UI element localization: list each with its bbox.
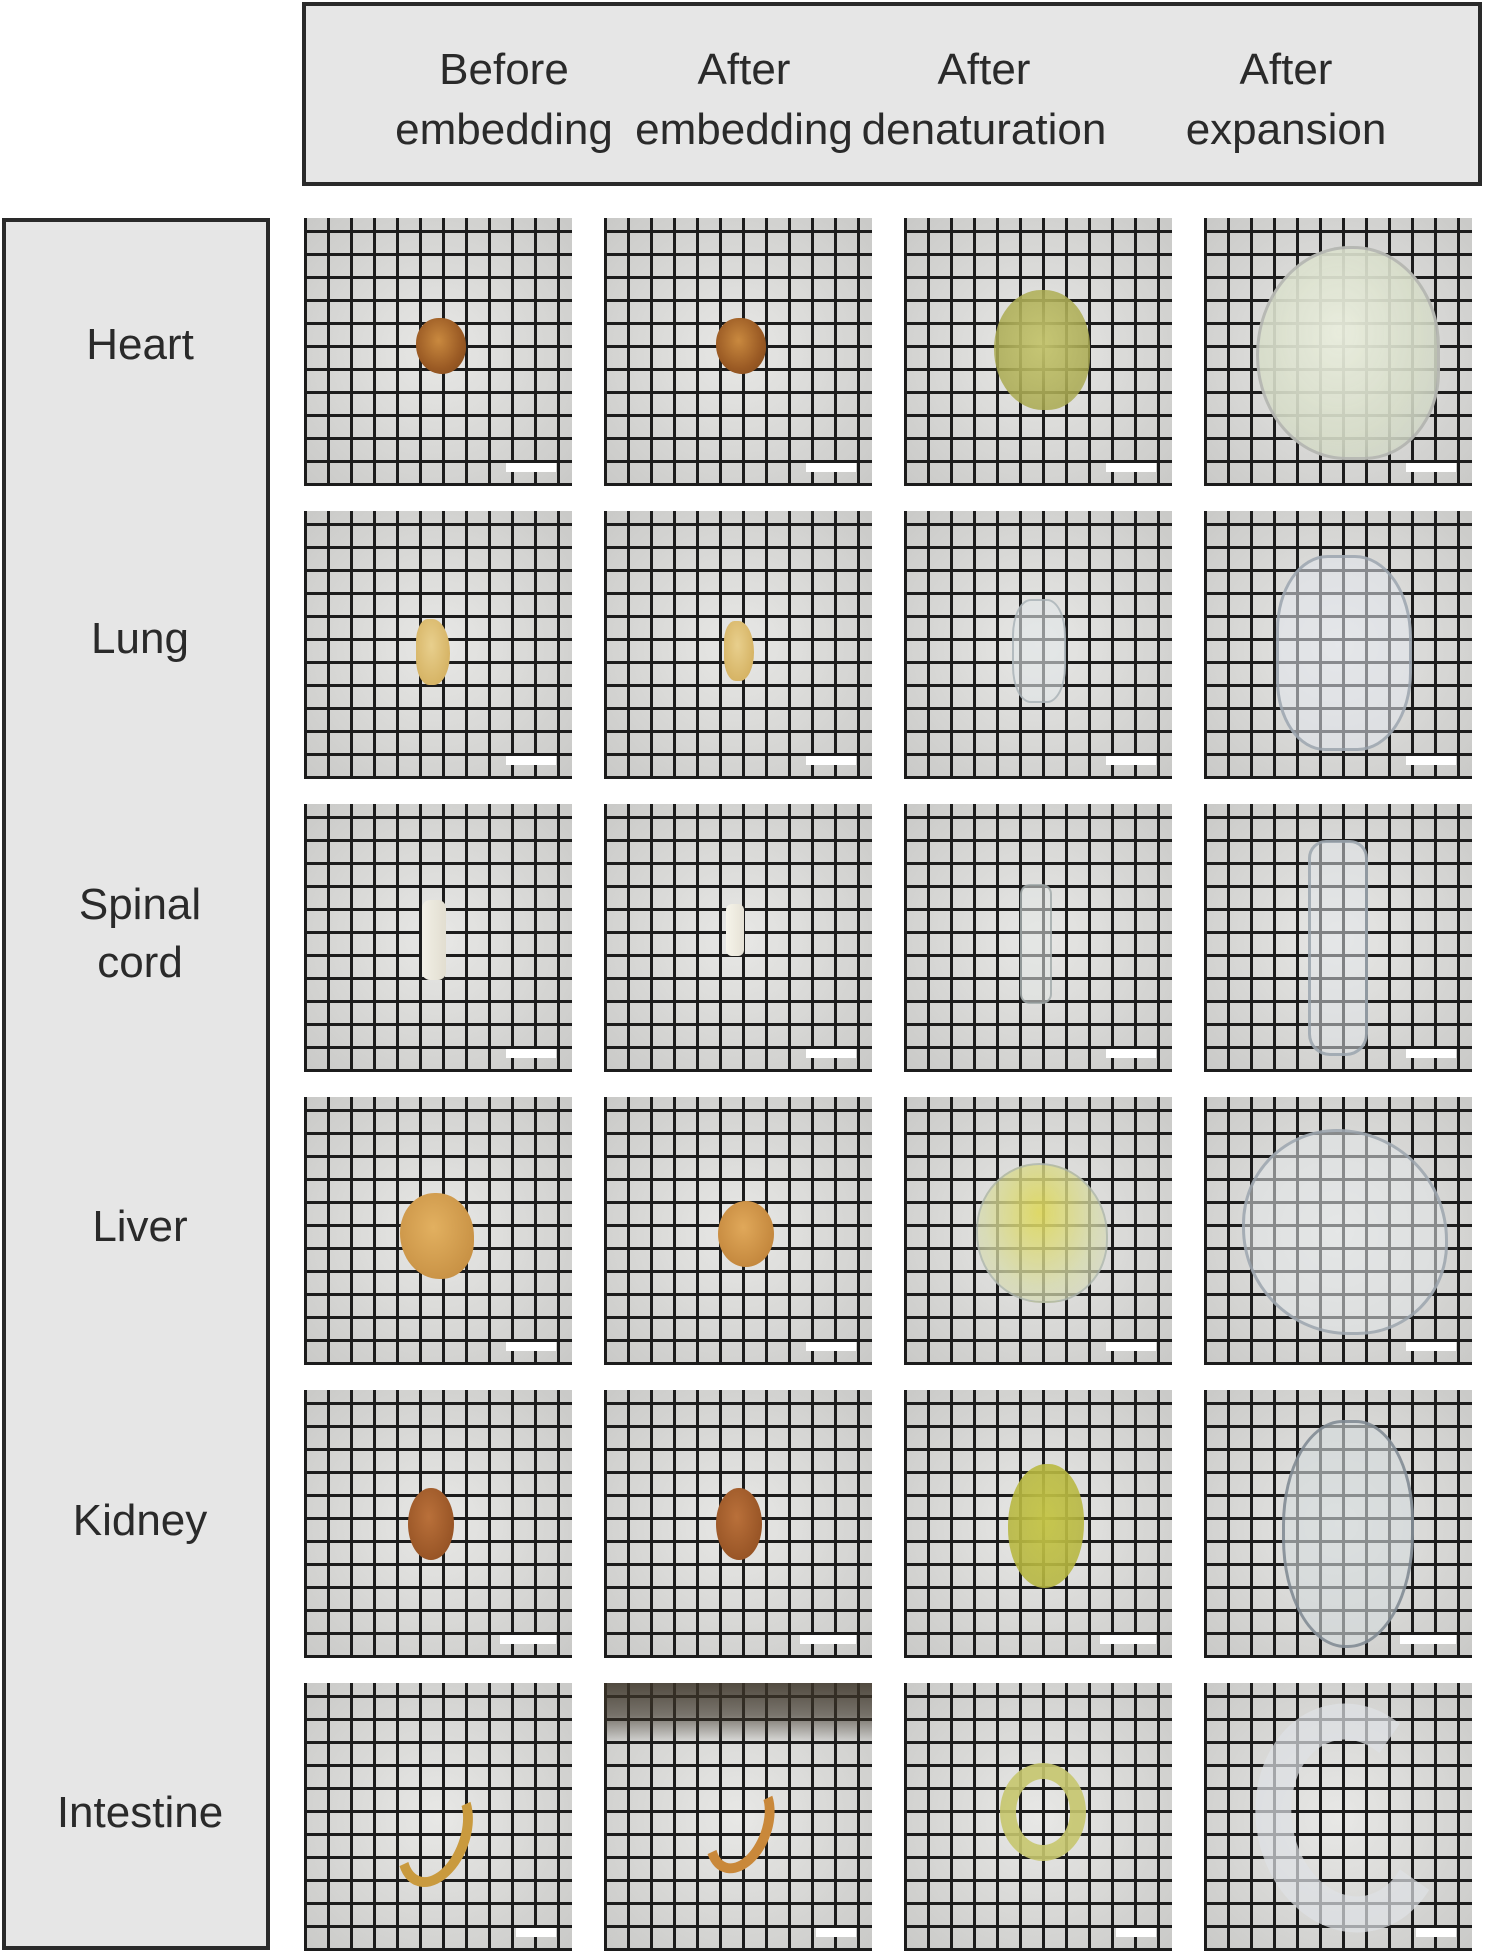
tissue-sample [726,904,744,956]
row-title-line: Intestine [56,1788,224,1837]
photo-intestine-before-embedding [304,1683,572,1951]
photo-spinal-cord-before-embedding [304,804,572,1072]
scale-bar [516,1928,556,1937]
tissue-sample [994,290,1090,410]
tissue-sample [383,1770,487,1898]
tissue-sample [718,1201,774,1267]
tissue-sample [1237,1688,1465,1948]
tissue-sample [1308,840,1368,1056]
scale-bar [1106,1049,1156,1058]
scale-bar [800,1635,856,1644]
row-title-liver: Liver [6,1198,274,1256]
tissue-sample [1282,1420,1414,1648]
row-title-line: Kidney [72,1496,208,1545]
scale-bar [1116,1928,1156,1937]
photo-liver-after-embedding [604,1097,872,1365]
photo-heart-after-embedding [604,218,872,486]
scale-bar [1416,1928,1456,1937]
scale-bar [806,1342,856,1351]
scale-bar [1106,1342,1156,1351]
column-title-line: embedding [395,105,613,154]
tissue-sample [716,318,766,374]
row-title-line: Heart [86,320,194,369]
photo-spinal-cord-after-expansion [1204,804,1472,1072]
scale-bar [1406,1049,1456,1058]
photo-kidney-after-denaturation [904,1390,1172,1658]
scale-bar [500,1635,556,1644]
column-title-line: After [937,45,1031,94]
scale-bar [506,1049,556,1058]
scale-bar [506,756,556,765]
photo-liver-after-expansion [1204,1097,1472,1365]
row-title-line: Lung [91,614,189,663]
tissue-sample [400,1193,474,1279]
tissue-sample [1008,1464,1084,1588]
row-title-heart: Heart [6,316,274,374]
tissue-sample [1020,884,1052,1004]
tissue-sample [976,1163,1108,1303]
scale-bar [816,1928,856,1937]
scale-bar [1400,1635,1456,1644]
scale-bar [806,756,856,765]
tissue-sample [1242,1129,1448,1335]
column-title-after-denaturation: After denaturation [834,40,1134,160]
tissue-sample [692,1767,788,1883]
photo-heart-after-expansion [1204,218,1472,486]
photo-liver-before-embedding [304,1097,572,1365]
column-title-line: Before [439,45,569,94]
scale-bar [806,463,856,472]
row-title-line: Liver [92,1202,188,1251]
row-title-kidney: Kidney [6,1492,274,1550]
row-title-line: cord [97,938,183,987]
photo-kidney-after-expansion [1204,1390,1472,1658]
photo-intestine-after-expansion [1204,1683,1472,1951]
tissue-sample [422,900,446,980]
photo-lung-before-embedding [304,511,572,779]
column-header-box: Before embedding After embedding After d… [302,2,1482,186]
row-title-line: Spinal [78,880,202,929]
column-title-line: embedding [635,105,853,154]
scale-bar [1406,756,1456,765]
tissue-sample [1256,246,1440,460]
photo-lung-after-denaturation [904,511,1172,779]
scale-bar [1106,463,1156,472]
tissue-sample [416,619,450,685]
photo-lung-after-embedding [604,511,872,779]
column-title-line: expansion [1185,105,1387,154]
scale-bar [506,1342,556,1351]
tissue-sample [1276,555,1412,751]
tissue-sample [408,1488,454,1560]
column-title-line: After [1239,45,1333,94]
photo-spinal-cord-after-embedding [604,804,872,1072]
photo-heart-before-embedding [304,218,572,486]
tissue-sample [416,318,466,374]
scale-bar [506,463,556,472]
column-title-after-expansion: After expansion [1136,40,1436,160]
tissue-sample [724,621,754,681]
scale-bar [1406,463,1456,472]
photo-liver-after-denaturation [904,1097,1172,1365]
column-title-after-embedding: After embedding [594,40,894,160]
scale-bar [806,1049,856,1058]
photo-spinal-cord-after-denaturation [904,804,1172,1072]
row-title-lung: Lung [6,610,274,668]
photo-intestine-after-denaturation [904,1683,1172,1951]
row-title-intestine: Intestine [6,1784,274,1842]
row-title-spinal-cord: Spinal cord [6,876,274,992]
tissue-sample [1000,1763,1086,1861]
photo-intestine-after-embedding [604,1683,872,1951]
tissue-sample [716,1488,762,1560]
photo-kidney-after-embedding [604,1390,872,1658]
row-header-box: Heart Lung Spinal cord Liver Kidney Inte… [2,218,270,1950]
scale-bar [1106,756,1156,765]
photo-lung-after-expansion [1204,511,1472,779]
photo-kidney-before-embedding [304,1390,572,1658]
photo-heart-after-denaturation [904,218,1172,486]
tissue-sample [1012,599,1066,703]
scale-bar [1100,1635,1156,1644]
column-title-before-embedding: Before embedding [354,40,654,160]
column-title-line: After [697,45,791,94]
column-title-line: denaturation [861,105,1107,154]
scale-bar [1406,1342,1456,1351]
